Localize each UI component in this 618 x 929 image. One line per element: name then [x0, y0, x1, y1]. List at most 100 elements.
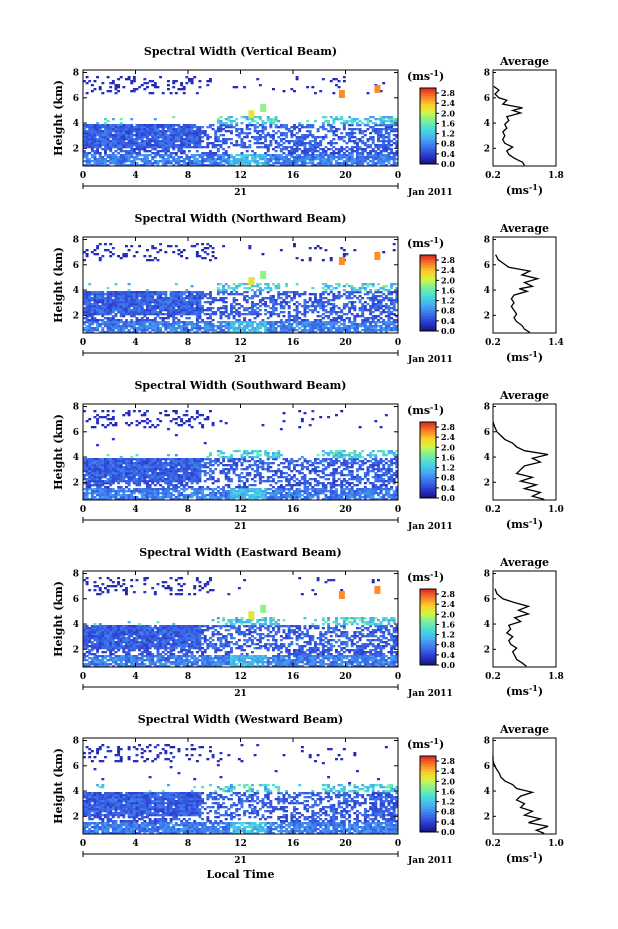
heatmap-cell: [198, 299, 202, 302]
heatmap-cell: [174, 478, 178, 481]
heatmap-cell: [258, 283, 262, 286]
heatmap-cell: [274, 285, 278, 288]
heatmap-cell: [377, 124, 380, 127]
heatmap-cell: [151, 162, 155, 165]
heatmap-cell: [295, 329, 299, 332]
heatmap-cell: [151, 307, 155, 310]
heatmap-cell: [93, 496, 97, 499]
heatmap-cell: [148, 488, 152, 491]
heatmap-cell: [329, 148, 333, 151]
heatmap-cell: [185, 154, 189, 157]
heatmap-cell: [222, 245, 226, 248]
heatmap-cell: [161, 498, 165, 501]
heatmap-cell: [195, 142, 199, 145]
heatmap-cell: [395, 146, 399, 149]
heatmap-cell: [188, 144, 191, 147]
heatmap-cell: [308, 142, 312, 145]
heatmap-cell: [361, 319, 365, 322]
heatmap-cell: [130, 311, 134, 314]
heatmap-cell: [266, 132, 270, 135]
heatmap-cell: [224, 321, 228, 324]
heatmap-cell: [264, 162, 268, 165]
heatmap-cell: [211, 319, 215, 322]
heatmap-cell: [214, 329, 218, 332]
heatmap-cell: [117, 136, 121, 139]
heatmap-cell: [240, 164, 244, 167]
heatmap-cell: [321, 329, 325, 332]
heatmap-cell: [243, 331, 247, 334]
heatmap-cell: [182, 327, 186, 330]
heatmap-cell: [348, 134, 352, 137]
heatmap-cell: [88, 80, 92, 83]
heatmap-cell: [172, 301, 176, 304]
heatmap-cell: [329, 152, 333, 155]
heatmap-cell: [125, 297, 128, 300]
heatmap-cell: [111, 293, 115, 296]
heatmap-cell: [342, 289, 346, 292]
heatmap-cell: [209, 329, 212, 332]
heatmap-cell: [298, 317, 302, 320]
heatmap-cell: [146, 162, 149, 165]
x-tick-label: 0: [395, 338, 401, 348]
heatmap-cell: [392, 307, 396, 310]
heatmap-cell: [319, 162, 323, 165]
heatmap-cell: [230, 309, 233, 312]
heatmap-cell: [146, 138, 149, 141]
heatmap-cell: [261, 289, 265, 292]
heatmap-cell: [98, 313, 102, 316]
heatmap-cell: [119, 142, 123, 145]
heatmap-cell: [167, 299, 170, 302]
heatmap-cell: [337, 297, 341, 300]
heatmap-cell: [93, 476, 97, 479]
heatmap-cell: [358, 301, 362, 304]
heatmap-cell: [127, 464, 131, 467]
heatmap-cell: [164, 470, 168, 473]
heatmap-cell: [167, 486, 170, 489]
heatmap-cell: [300, 259, 304, 262]
heatmap-cell: [216, 150, 220, 153]
heatmap-cell: [151, 134, 155, 137]
heatmap-cell: [269, 140, 273, 143]
heatmap-cell: [143, 136, 147, 139]
heatmap-cell: [382, 160, 386, 163]
heatmap-cell: [159, 498, 163, 501]
heatmap-cell: [258, 313, 262, 316]
colorbar-swatch: [420, 277, 436, 281]
heatmap-cell: [164, 305, 168, 308]
heatmap-cell: [332, 156, 336, 159]
heatmap-cell: [348, 291, 352, 294]
heatmap-cell: [174, 327, 178, 330]
heatmap-cell: [93, 293, 97, 296]
heatmap-cell: [127, 329, 131, 332]
heatmap-cell: [216, 325, 220, 328]
heatmap-cell: [185, 321, 189, 324]
heatmap-cell: [316, 130, 320, 133]
heatmap-cell: [98, 472, 102, 475]
heatmap-cell: [285, 154, 289, 157]
heatmap-cell: [350, 331, 354, 334]
heatmap-cell: [114, 464, 118, 467]
heatmap-cell: [114, 480, 118, 483]
heatmap-cell: [101, 327, 105, 330]
heatmap-cell: [290, 148, 294, 151]
heatmap-cell: [159, 323, 163, 326]
heatmap-cell: [119, 329, 123, 332]
heatmap-cell: [167, 490, 170, 493]
heatmap-cell: [114, 128, 118, 131]
heatmap-cell: [177, 492, 181, 495]
heatmap-cell: [122, 323, 126, 326]
heatmap-cell: [319, 90, 323, 93]
heatmap-cell: [104, 158, 107, 161]
heatmap-cell: [146, 319, 149, 322]
heatmap-cell: [156, 142, 160, 145]
heatmap-cell: [153, 488, 157, 491]
colorbar-unit: (ms-1): [407, 235, 444, 250]
heatmap-cell: [345, 329, 349, 332]
heatmap-cell: [146, 249, 149, 252]
heatmap-cell: [379, 124, 383, 127]
heatmap-cell: [243, 291, 247, 294]
heatmap-cell: [101, 140, 105, 143]
heatmap-cell: [282, 148, 286, 151]
heatmap-cell: [169, 327, 173, 330]
heatmap-cell: [340, 311, 344, 314]
